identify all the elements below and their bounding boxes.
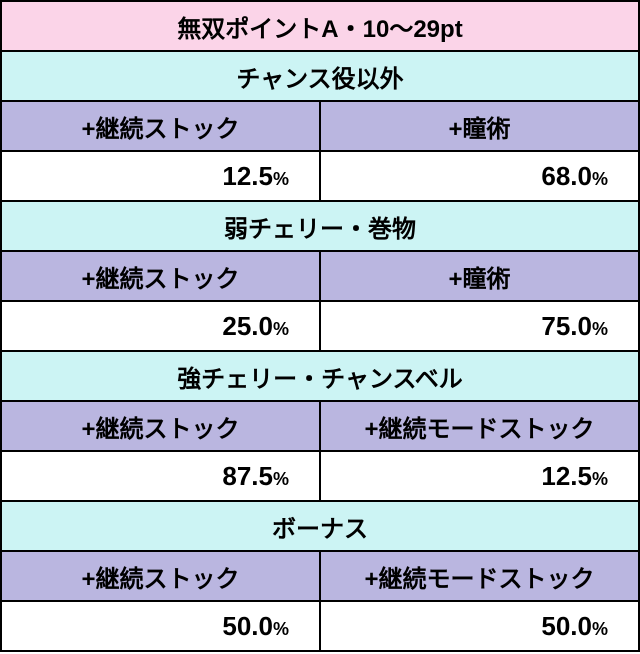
probability-table: 無双ポイントA・10～29pt チャンス役以外 +継続ストック +瞳術 12.5… [0,0,640,652]
data-cell: 12.5% [1,151,320,201]
data-cell: 68.0% [320,151,639,201]
column-header: +継続ストック [1,401,320,451]
percent-label: % [592,619,608,639]
section-header: 強チェリー・チャンスベル [1,351,639,401]
data-cell: 75.0% [320,301,639,351]
column-header: +継続ストック [1,551,320,601]
section-header: ボーナス [1,501,639,551]
data-cell: 50.0% [1,601,320,651]
data-cell: 12.5% [320,451,639,501]
column-header: +継続モードストック [320,401,639,451]
column-header: +継続ストック [1,101,320,151]
section-header: チャンス役以外 [1,51,639,101]
percent-label: % [273,319,289,339]
data-cell: 87.5% [1,451,320,501]
percent-label: % [592,319,608,339]
percent-label: % [273,469,289,489]
column-header: +瞳術 [320,251,639,301]
column-header: +継続ストック [1,251,320,301]
data-cell: 50.0% [320,601,639,651]
column-header: +瞳術 [320,101,639,151]
table-title: 無双ポイントA・10～29pt [1,1,639,51]
percent-label: % [592,169,608,189]
percent-label: % [273,169,289,189]
percent-label: % [592,469,608,489]
section-header: 弱チェリー・巻物 [1,201,639,251]
percent-label: % [273,619,289,639]
data-cell: 25.0% [1,301,320,351]
column-header: +継続モードストック [320,551,639,601]
